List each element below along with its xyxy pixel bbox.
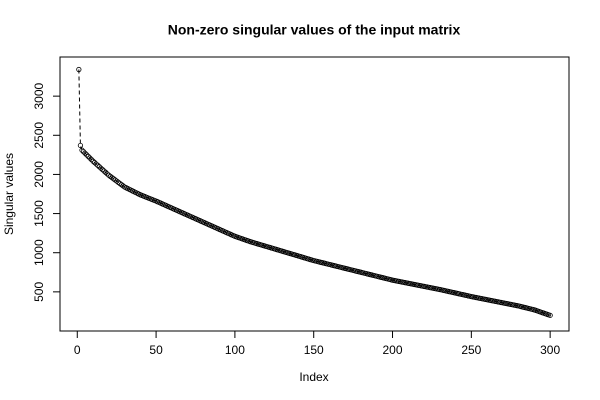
y-tick-label: 2000 — [32, 161, 46, 188]
data-point — [101, 168, 107, 174]
data-point — [103, 169, 109, 175]
data-point — [104, 171, 110, 177]
data-point — [99, 166, 106, 173]
y-tick-label: 2500 — [32, 122, 46, 149]
y-tick-label: 1500 — [32, 200, 46, 227]
data-point — [90, 158, 96, 164]
y-tick-label: 1000 — [32, 239, 46, 266]
data-point — [87, 155, 93, 161]
y-tick-label: 3000 — [32, 82, 46, 109]
data-point — [80, 149, 87, 155]
data-point — [96, 164, 102, 170]
x-tick-label: 150 — [304, 343, 324, 357]
x-tick-label: 200 — [383, 343, 403, 357]
x-tick-label: 250 — [461, 343, 481, 357]
data-point — [88, 156, 95, 163]
y-tick-label: 500 — [32, 282, 46, 302]
x-tick-label: 100 — [225, 343, 245, 357]
data-point — [79, 147, 85, 153]
data-point — [92, 159, 98, 166]
x-tick-label: 300 — [540, 343, 560, 357]
data-point — [95, 162, 101, 168]
x-tick-label: 0 — [74, 343, 81, 357]
data-point — [77, 142, 84, 149]
data-point — [84, 152, 90, 158]
y-axis-label: Singular values — [2, 153, 16, 235]
data-point — [76, 66, 82, 73]
x-tick-label: 50 — [149, 343, 163, 357]
x-axis-label: Index — [299, 370, 328, 384]
data-point — [547, 312, 553, 318]
data-point — [98, 165, 104, 171]
data-point — [85, 153, 91, 160]
data-point — [93, 161, 99, 167]
chart-title: Non-zero singular values of the input ma… — [168, 22, 461, 38]
data-point — [82, 150, 88, 156]
